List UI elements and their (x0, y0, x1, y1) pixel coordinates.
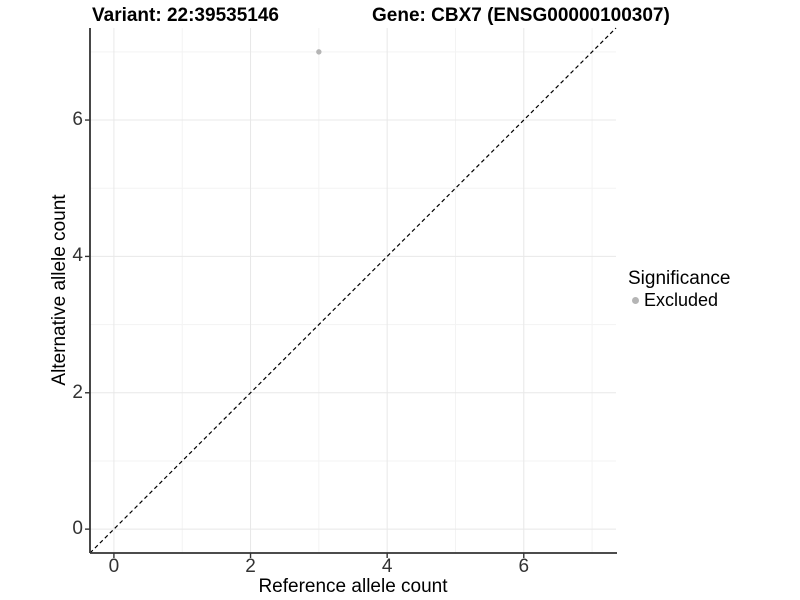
x-tick-label: 0 (108, 556, 120, 577)
y-tick-label: 0 (72, 518, 83, 540)
x-axis-title: Reference allele count (258, 576, 448, 597)
legend-point-icon (632, 296, 639, 304)
y-tick-label: 6 (72, 109, 83, 131)
plot-title-gene: Gene: CBX7 (ENSG00000100307) (372, 5, 670, 26)
legend-entry-label: Excluded (644, 290, 719, 310)
x-tick-label: 6 (518, 556, 530, 577)
identity-reference-line (89, 27, 617, 554)
x-tick-label: 2 (245, 556, 256, 577)
legend: Significance Excluded (628, 268, 730, 310)
data-point (316, 49, 322, 55)
plot-title-variant: Variant: 22:39535146 (92, 5, 279, 26)
y-tick-label: 4 (72, 245, 83, 267)
legend-title: Significance (628, 268, 731, 289)
y-tick-label: 2 (72, 381, 83, 403)
legend-entry-excluded: Excluded (628, 290, 730, 310)
x-tick-label: 4 (381, 556, 393, 577)
y-axis-title: Alternative allele count (49, 194, 70, 386)
